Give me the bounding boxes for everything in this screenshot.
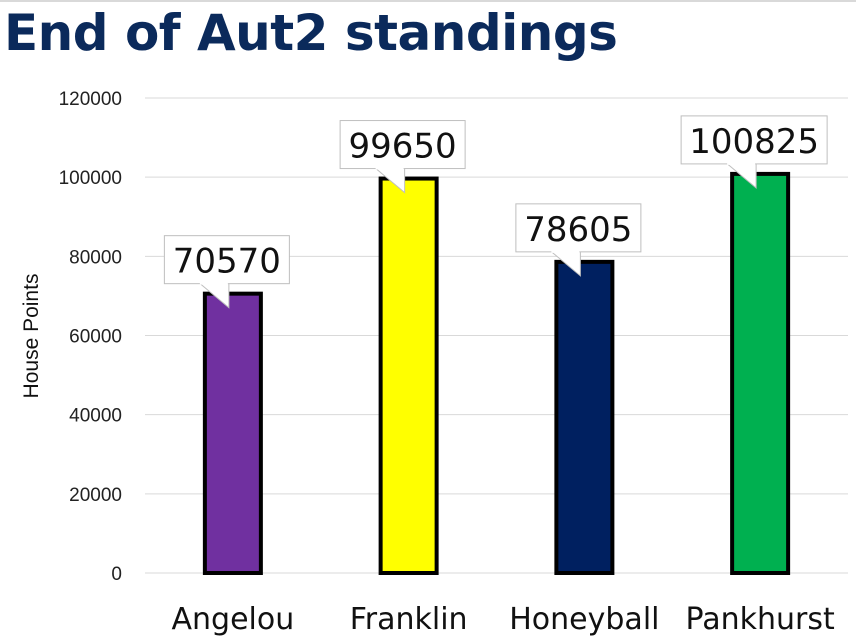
- bars: [202, 171, 791, 576]
- y-tick-label: 60000: [69, 327, 122, 348]
- data-labels: 70570 99650 78605 100825: [163, 115, 828, 309]
- y-axis-ticks: 0 20000 40000 60000 80000 100000 120000: [59, 89, 122, 585]
- category-label: Honeyball: [509, 602, 659, 637]
- chart-title: End of Aut2 standings: [4, 4, 618, 62]
- data-label: 78605: [524, 210, 632, 250]
- y-tick-label: 80000: [69, 247, 122, 268]
- top-rule: [0, 0, 856, 2]
- category-label: Angelou: [172, 602, 295, 637]
- y-tick-label: 20000: [69, 485, 122, 506]
- bar: [378, 176, 439, 575]
- data-label-box: [515, 203, 642, 253]
- category-label: Pankhurst: [685, 602, 835, 637]
- category-label: Franklin: [350, 602, 468, 637]
- y-tick-label: 120000: [59, 89, 122, 110]
- data-label: 100825: [689, 122, 819, 162]
- y-tick-label: 0: [111, 564, 122, 585]
- data-label-box: [680, 115, 828, 165]
- bar: [730, 171, 791, 576]
- y-axis-label: House Points: [20, 274, 43, 399]
- data-label: 70570: [173, 242, 281, 282]
- x-axis-categories: Angelou Franklin Honeyball Pankhurst: [172, 602, 835, 637]
- bar: [202, 291, 263, 575]
- data-label: 99650: [349, 127, 457, 167]
- y-tick-label: 40000: [69, 406, 122, 427]
- bar: [554, 259, 615, 575]
- y-tick-label: 100000: [59, 168, 122, 189]
